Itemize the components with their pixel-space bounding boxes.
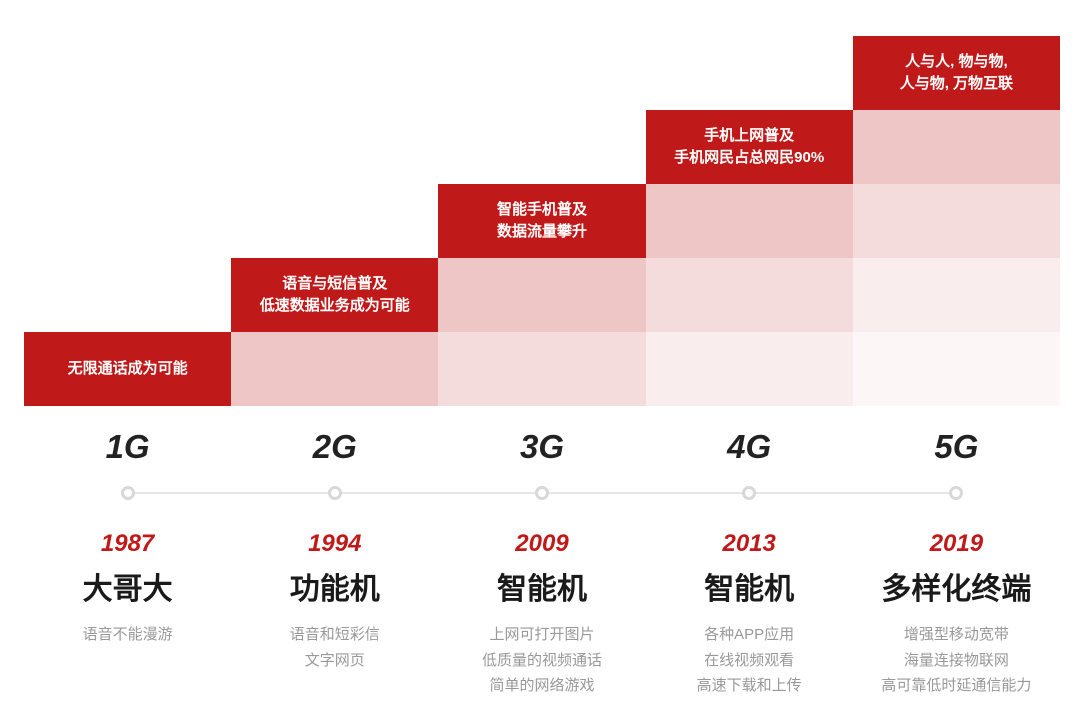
generation-description: 上网可打开图片 低质量的视频通话 简单的网络游戏 [438, 622, 645, 699]
stair-red-label: 手机上网普及 手机网民占总网民90% [646, 110, 853, 184]
generation-label: 5G [853, 428, 1060, 466]
stair-fade-block [646, 258, 853, 332]
stair-fade-block [853, 258, 1060, 332]
generation-description: 语音和短彩信 文字网页 [231, 622, 438, 673]
generation-description: 语音不能漫游 [24, 622, 231, 648]
generation-year: 1994 [231, 530, 438, 558]
generation-name: 2G [231, 428, 438, 466]
generation-device: 智能机 [438, 564, 645, 608]
stair-column: 人与人, 物与物, 人与物, 万物互联 [853, 36, 1060, 406]
stair-fade-block [853, 184, 1060, 258]
stair-fade-block [646, 184, 853, 258]
generation-details: 1994 功能机语音和短彩信 文字网页 [231, 522, 438, 673]
stair-column: 无限通话成为可能 [24, 332, 231, 406]
stair-red-label: 人与人, 物与物, 人与物, 万物互联 [853, 36, 1060, 110]
generation-description: 各种APP应用 在线视频观看 高速下载和上传 [646, 622, 853, 699]
details-row: 1987大哥大语音不能漫游1994功能机语音和短彩信 文字网页2009智能机上网… [24, 522, 1060, 702]
generation-details: 2019 多样化终端增强型移动宽带 海量连接物联网 高可靠低时延通信能力 [853, 522, 1060, 699]
generation-year: 2009 [438, 530, 645, 558]
generation-name: 4G [646, 428, 853, 466]
stair-fade-block [646, 332, 853, 406]
stair-column: 智能手机普及 数据流量攀升 [438, 184, 645, 406]
generation-description: 增强型移动宽带 海量连接物联网 高可靠低时延通信能力 [853, 622, 1060, 699]
generation-name: 1G [24, 428, 231, 466]
generation-name: 5G [853, 428, 1060, 466]
stair-fade-block [438, 258, 645, 332]
generation-details: 1987 大哥大语音不能漫游 [24, 522, 231, 648]
generation-label: 4G [646, 428, 853, 466]
timeline-dot [328, 486, 342, 500]
timeline-dot [949, 486, 963, 500]
generation-year: 2019 [853, 530, 1060, 558]
generation-device: 大哥大 [24, 564, 231, 608]
generation-labels-row: 1G2G3G4G5G [24, 428, 1060, 472]
generation-device: 功能机 [231, 564, 438, 608]
generation-label: 3G [438, 428, 645, 466]
generation-label: 2G [231, 428, 438, 466]
generation-year: 2013 [646, 530, 853, 558]
timeline [24, 482, 1060, 516]
telecom-generations-infographic: 无限通话成为可能语音与短信普及 低速数据业务成为可能智能手机普及 数据流量攀升手… [24, 12, 1060, 654]
stair-fade-block [853, 110, 1060, 184]
generation-details: 2009 智能机上网可打开图片 低质量的视频通话 简单的网络游戏 [438, 522, 645, 699]
stair-red-label: 语音与短信普及 低速数据业务成为可能 [231, 258, 438, 332]
generation-year: 1987 [24, 530, 231, 558]
generation-details: 2013 智能机各种APP应用 在线视频观看 高速下载和上传 [646, 522, 853, 699]
stair-red-label: 无限通话成为可能 [24, 332, 231, 406]
timeline-dot [742, 486, 756, 500]
generation-device: 多样化终端 [853, 564, 1060, 608]
stair-fade-block [231, 332, 438, 406]
timeline-dot [121, 486, 135, 500]
generation-device: 智能机 [646, 564, 853, 608]
stair-column: 语音与短信普及 低速数据业务成为可能 [231, 258, 438, 406]
stair-fade-block [853, 332, 1060, 406]
stair-fade-block [438, 332, 645, 406]
timeline-dot [535, 486, 549, 500]
generation-name: 3G [438, 428, 645, 466]
staircase-chart: 无限通话成为可能语音与短信普及 低速数据业务成为可能智能手机普及 数据流量攀升手… [24, 12, 1060, 406]
stair-column: 手机上网普及 手机网民占总网民90% [646, 110, 853, 406]
stair-red-label: 智能手机普及 数据流量攀升 [438, 184, 645, 258]
generation-label: 1G [24, 428, 231, 466]
